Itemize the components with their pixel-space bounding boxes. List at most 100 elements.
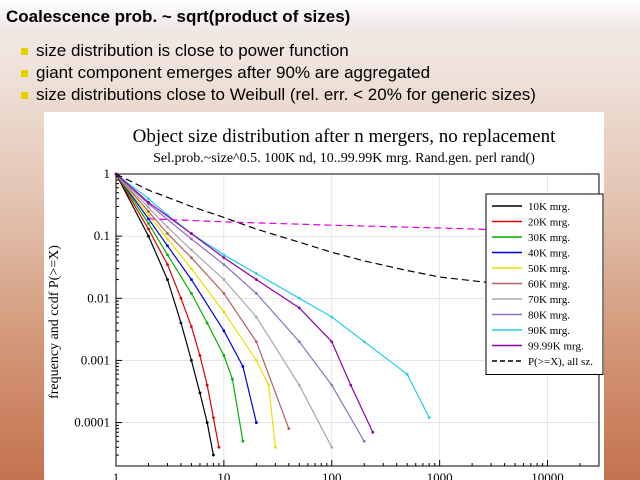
data-point <box>371 430 375 434</box>
data-point <box>147 200 150 204</box>
data-point <box>190 237 193 241</box>
data-point <box>190 256 193 260</box>
data-point <box>212 416 215 420</box>
data-point <box>179 296 183 300</box>
data-point <box>297 306 301 310</box>
legend-label: 70K mrg. <box>528 294 570 306</box>
data-point <box>222 278 226 281</box>
data-point <box>362 340 366 344</box>
data-point <box>254 272 258 275</box>
data-point <box>190 248 193 252</box>
data-point <box>349 383 353 387</box>
legend-label: P(>=X), all sz. <box>528 356 593 368</box>
chart-panel: Object size distribution after n mergers… <box>44 112 604 480</box>
data-point <box>147 197 150 201</box>
legend-label: 20K mrg. <box>528 217 570 229</box>
data-point <box>147 217 150 221</box>
bullet-item: giant component emerges after 90% are ag… <box>21 62 536 84</box>
data-point <box>330 315 334 319</box>
data-point <box>190 278 193 281</box>
data-point <box>254 421 258 424</box>
data-point <box>190 267 193 271</box>
series-line <box>115 173 600 294</box>
slide-title: Coalescence prob. ~ sqrt(product of size… <box>6 7 351 26</box>
data-point <box>190 325 193 329</box>
data-point <box>166 253 169 257</box>
data-point <box>330 445 334 449</box>
data-point <box>222 263 226 266</box>
data-point <box>297 383 301 387</box>
data-point <box>205 321 209 325</box>
data-point <box>427 416 431 420</box>
series-line <box>115 173 214 456</box>
legend-label: 90K mrg. <box>528 325 570 337</box>
bullet-list: size distribution is close to power func… <box>21 40 536 106</box>
x-tick-label: 10000 <box>531 470 564 480</box>
legend-label: 10K mrg. <box>528 201 570 213</box>
data-point <box>222 291 226 295</box>
data-point <box>166 244 169 248</box>
data-point <box>287 427 291 430</box>
data-point <box>190 232 193 235</box>
data-point <box>330 383 334 387</box>
data-point <box>147 206 150 209</box>
y-tick-label: 0.01 <box>87 290 110 305</box>
x-tick-label: 1000 <box>427 470 453 480</box>
data-point <box>190 291 193 295</box>
data-point <box>166 278 169 281</box>
data-point <box>254 359 258 362</box>
data-point <box>166 237 169 241</box>
chart-subtitle: Sel.prob.~size^0.5. 100K nd, 10..99.99K … <box>153 151 535 166</box>
data-point <box>241 439 245 443</box>
data-point <box>405 372 409 376</box>
y-axis-label: frequency and ccdf P(>=X) <box>47 245 62 399</box>
data-point <box>147 222 150 225</box>
series-line <box>115 173 365 442</box>
y-tick-label: 0.0001 <box>74 415 110 430</box>
data-point <box>222 354 226 357</box>
square-bullet-icon <box>21 92 28 100</box>
data-point <box>166 232 169 235</box>
square-bullet-icon <box>21 48 28 56</box>
bullet-text: giant component emerges after 90% are ag… <box>36 63 431 82</box>
data-point <box>222 253 226 257</box>
data-point <box>166 263 169 266</box>
bullet-item: size distributions close to Weibull (rel… <box>21 84 536 106</box>
x-tick-label: 100 <box>322 470 342 480</box>
data-point <box>222 310 226 314</box>
y-tick-label: 0.1 <box>94 228 110 243</box>
data-point <box>147 227 150 231</box>
data-point <box>254 278 258 281</box>
y-tick-label: 1 <box>104 166 111 181</box>
x-tick-label: 1 <box>113 470 120 480</box>
data-point <box>212 453 215 457</box>
chart-title: Object size distribution after n mergers… <box>133 126 556 147</box>
legend-label: 40K mrg. <box>528 248 570 260</box>
data-point <box>231 377 234 381</box>
data-point <box>254 315 258 319</box>
legend: 10K mrg. 20K mrg. 30K mrg. 40K mrg. 50K mrg.… <box>485 193 604 375</box>
data-point <box>190 359 193 362</box>
data-point <box>205 383 209 387</box>
bullet-text: size distribution is close to power func… <box>36 41 349 60</box>
data-point <box>330 340 334 344</box>
series-layer <box>114 172 600 457</box>
data-point <box>297 340 301 344</box>
data-point <box>222 256 226 260</box>
data-point <box>273 445 277 449</box>
data-point <box>179 321 183 325</box>
data-point <box>254 291 258 295</box>
data-point <box>222 329 226 333</box>
data-point <box>362 439 366 443</box>
x-tick-label: 10 <box>217 470 230 480</box>
data-point <box>198 391 202 395</box>
legend-label: 30K mrg. <box>528 232 570 244</box>
series-line <box>115 173 430 418</box>
square-bullet-icon <box>21 70 28 78</box>
data-point <box>198 354 202 357</box>
legend-label: 99.99K mrg. <box>528 341 584 353</box>
legend-label: 60K mrg. <box>528 279 570 291</box>
data-point <box>147 234 150 238</box>
data-point <box>147 213 150 217</box>
series-line <box>115 173 244 442</box>
